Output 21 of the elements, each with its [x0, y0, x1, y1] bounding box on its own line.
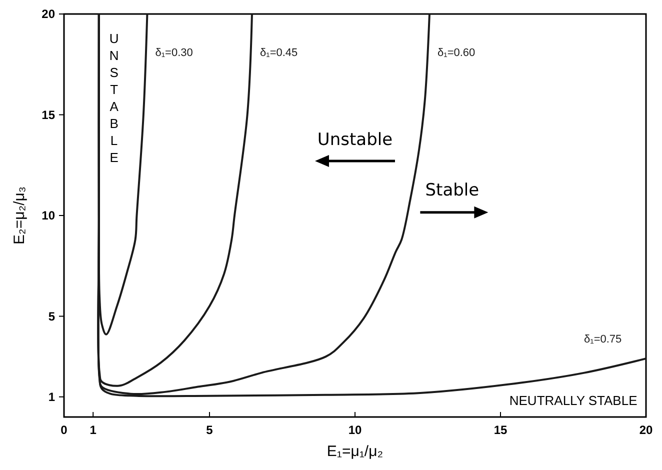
- y-tick-label: 1: [48, 390, 56, 404]
- x-axis-title: E₁=μ₁/μ₂: [326, 443, 384, 460]
- x-tick-label: 20: [639, 423, 653, 437]
- x-tick-label: 0: [60, 423, 68, 437]
- y-tick-label: 15: [42, 108, 56, 122]
- annotation: Unstable: [317, 130, 393, 150]
- y-tick-label: 10: [42, 208, 56, 222]
- y-tick-label: 20: [42, 7, 56, 21]
- series-label: δ₁=0.45: [260, 47, 298, 59]
- x-tick-label: 5: [206, 423, 214, 437]
- annotation: UNSTABLE: [109, 31, 119, 166]
- x-tick-label: 10: [348, 423, 362, 437]
- series-label: δ₁=0.75: [584, 334, 622, 346]
- annotation: Stable: [425, 180, 480, 200]
- y-tick-label: 5: [48, 309, 56, 324]
- y-axis-title: E₂=μ₂/μ₃: [11, 186, 28, 244]
- series-label: δ₁=0.30: [155, 47, 193, 59]
- x-tick-label: 15: [494, 423, 508, 437]
- annotation: NEUTRALLY STABLE: [509, 392, 638, 408]
- series-label: δ₁=0.60: [437, 47, 476, 59]
- x-tick-label: 1: [90, 423, 97, 437]
